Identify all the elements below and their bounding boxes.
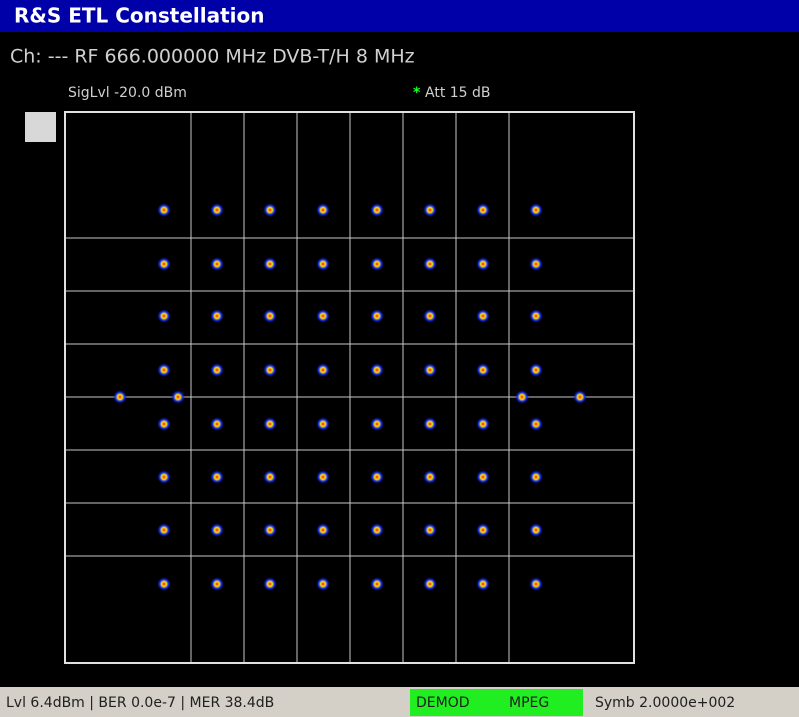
symbol-point bbox=[210, 309, 224, 323]
symbol-point bbox=[370, 257, 384, 271]
symbol-point bbox=[210, 203, 224, 217]
symbol-point bbox=[157, 363, 171, 377]
pilot-point bbox=[515, 390, 529, 404]
mpeg-label: MPEG bbox=[509, 695, 549, 711]
title: R&S ETL Constellation bbox=[14, 4, 265, 28]
symbol-point bbox=[263, 417, 277, 431]
symbol-point bbox=[370, 417, 384, 431]
channel-info: Ch: --- RF 666.000000 MHz DVB-T/H 8 MHz bbox=[10, 46, 415, 68]
symbol-point bbox=[423, 309, 437, 323]
symbol-point bbox=[210, 417, 224, 431]
symbol-point bbox=[316, 577, 330, 591]
symbol-point bbox=[423, 257, 437, 271]
symbol-point bbox=[210, 577, 224, 591]
pilot-point bbox=[113, 390, 127, 404]
symbol-point bbox=[316, 523, 330, 537]
symbol-point bbox=[263, 577, 277, 591]
symbol-point bbox=[476, 203, 490, 217]
symbol-point bbox=[210, 523, 224, 537]
symbol-point bbox=[316, 257, 330, 271]
signal-level: SigLvl -20.0 dBm bbox=[68, 85, 187, 101]
symbol-point bbox=[370, 470, 384, 484]
symbol-point bbox=[529, 257, 543, 271]
symbol-point bbox=[476, 470, 490, 484]
symbol-rate: Symb 2.0000e+002 bbox=[595, 695, 735, 711]
title-bar bbox=[0, 0, 799, 32]
symbol-point bbox=[157, 257, 171, 271]
attenuation: Att 15 dB bbox=[425, 85, 491, 101]
symbol-point bbox=[529, 309, 543, 323]
att-marker: * bbox=[413, 85, 421, 101]
symbol-point bbox=[476, 417, 490, 431]
pilot-point bbox=[573, 390, 587, 404]
symbol-point bbox=[157, 309, 171, 323]
symbol-point bbox=[316, 203, 330, 217]
symbol-point bbox=[370, 523, 384, 537]
symbol-point bbox=[476, 257, 490, 271]
symbol-point bbox=[316, 309, 330, 323]
symbol-point bbox=[263, 523, 277, 537]
symbol-point bbox=[476, 309, 490, 323]
symbol-point bbox=[316, 363, 330, 377]
symbol-point bbox=[423, 203, 437, 217]
symbol-point bbox=[370, 363, 384, 377]
symbol-point bbox=[476, 363, 490, 377]
symbol-point bbox=[263, 309, 277, 323]
symbol-point bbox=[529, 470, 543, 484]
pilot-point bbox=[171, 390, 185, 404]
symbol-point bbox=[423, 363, 437, 377]
symbol-point bbox=[529, 577, 543, 591]
symbol-point bbox=[529, 203, 543, 217]
symbol-point bbox=[423, 417, 437, 431]
symbol-point bbox=[476, 577, 490, 591]
symbol-point bbox=[263, 257, 277, 271]
constellation bbox=[113, 203, 587, 591]
symbol-point bbox=[529, 523, 543, 537]
symbol-point bbox=[263, 363, 277, 377]
symbol-point bbox=[423, 577, 437, 591]
symbol-point bbox=[370, 577, 384, 591]
symbol-point bbox=[210, 257, 224, 271]
symbol-point bbox=[210, 470, 224, 484]
symbol-point bbox=[423, 470, 437, 484]
symbol-point bbox=[316, 417, 330, 431]
symbol-point bbox=[157, 203, 171, 217]
symbol-point bbox=[210, 363, 224, 377]
status-measurements: Lvl 6.4dBm | BER 0.0e-7 | MER 38.4dB bbox=[6, 695, 274, 711]
symbol-point bbox=[157, 470, 171, 484]
symbol-point bbox=[157, 417, 171, 431]
symbol-point bbox=[370, 309, 384, 323]
symbol-point bbox=[529, 417, 543, 431]
symbol-point bbox=[316, 470, 330, 484]
toggle-button[interactable] bbox=[25, 112, 56, 142]
symbol-point bbox=[370, 203, 384, 217]
plot-frame bbox=[64, 111, 635, 664]
symbol-point bbox=[263, 470, 277, 484]
symbol-point bbox=[157, 577, 171, 591]
symbol-point bbox=[476, 523, 490, 537]
status-bar bbox=[0, 687, 799, 717]
plot-grid bbox=[65, 112, 634, 663]
demod-indicator bbox=[410, 689, 583, 716]
symbol-point bbox=[157, 523, 171, 537]
symbol-point bbox=[263, 203, 277, 217]
symbol-point bbox=[529, 363, 543, 377]
symbol-point bbox=[423, 523, 437, 537]
demod-label: DEMOD bbox=[416, 695, 470, 711]
